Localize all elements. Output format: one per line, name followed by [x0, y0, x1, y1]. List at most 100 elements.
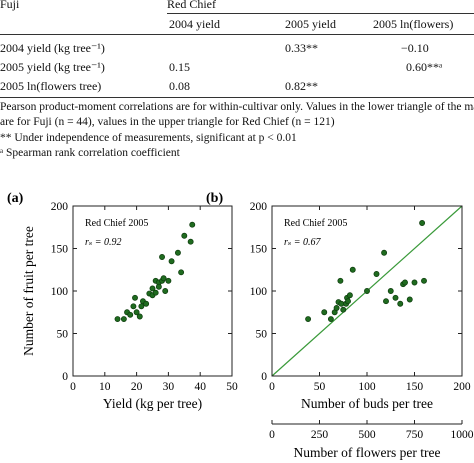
panel-b-annotation: Red Chief 2005: [284, 218, 347, 229]
table-cell: 0.82**: [285, 79, 318, 93]
table-cell: −0.10: [401, 41, 429, 55]
row-label: 2005 yield (kg tree⁻¹): [0, 60, 105, 74]
panel-b-ytick-label: 200: [250, 201, 268, 213]
panel-a-ytick-label: 150: [51, 244, 69, 256]
panel-b-data-point: [419, 220, 426, 226]
panel-a-data-point: [143, 300, 150, 307]
panel-b-data-point: [387, 288, 394, 294]
table-cell: 0.60**ᵃ: [406, 60, 443, 74]
panel-b-data-point: [333, 305, 340, 311]
panel-a-data-point: [165, 277, 172, 284]
table-left-group-label: Fuji: [0, 0, 20, 11]
panel-b-ytick-label: 50: [256, 329, 268, 341]
panel-b-data-point: [337, 277, 344, 284]
row-label: 2004 yield (kg tree⁻¹): [0, 41, 105, 55]
panel-b-xtick-label: 150: [406, 381, 424, 393]
panel-a-ylabel: Number of fruit per tree: [21, 226, 36, 356]
column-header: 2005 yield: [285, 17, 336, 31]
panel-b-ytick-label: 100: [250, 286, 268, 298]
panel-b-data-point: [364, 288, 370, 294]
panel-a-ytick-label: 200: [51, 201, 69, 213]
panel-b-ytick-label: 0: [261, 371, 267, 383]
panel-a-data-point: [162, 288, 169, 294]
panel-b-x2tick-label: 750: [406, 429, 424, 441]
panel-b-data-point: [349, 266, 356, 273]
panel-a-data-point: [189, 221, 196, 228]
panel-b-data-point: [373, 271, 380, 277]
panel-a-xtick-label: 30: [163, 381, 175, 393]
table-cell: 0.33**: [285, 41, 318, 55]
column-header: 2005 ln(flowers): [373, 17, 454, 31]
panel-b-x2label: Number of flowers per tree: [294, 445, 441, 460]
panel-a-ytick-label: 100: [51, 286, 69, 298]
panel-b-x2tick-label: 250: [311, 429, 329, 441]
panel-b-label: (b): [206, 191, 223, 206]
panel-a-data-point: [138, 303, 145, 310]
table-note: ᵃ Spearman rank correlation coefficient: [0, 147, 180, 159]
panel-b-data-point: [411, 279, 418, 286]
panel-b-x2tick-label: 1000: [451, 429, 474, 441]
panel-b-xtick-label: 100: [358, 381, 376, 393]
panel-b-data-point: [381, 249, 388, 256]
table-note: are for Fuji (n = 44), values in the upp…: [0, 116, 335, 128]
panel-a-annotation: Red Chief 2005: [85, 218, 148, 229]
panel-b-x2tick-label: 0: [269, 429, 275, 441]
panel-a-data-point: [149, 285, 156, 292]
table-right-group-label: Red Chief: [167, 0, 216, 11]
panel-a-xtick-label: 10: [99, 381, 111, 393]
panel-a-data-point: [127, 311, 134, 318]
panel-b-ytick-label: 150: [250, 244, 268, 256]
panel-b-data-point: [305, 316, 312, 322]
panel-a-data-point: [136, 313, 143, 320]
column-header: 2004 yield: [169, 17, 220, 31]
row-label: 2005 ln(flowers tree): [0, 79, 102, 93]
panel-a-data-point: [155, 283, 162, 290]
panel-b-data-point: [340, 306, 347, 313]
panel-a-ytick-label: 50: [57, 329, 69, 341]
panel-a-data-point: [187, 238, 194, 245]
table-cell: 0.08: [169, 79, 190, 93]
panel-a-stat: rₛ = 0.92: [85, 237, 122, 248]
panel-b-data-point: [406, 296, 413, 303]
panel-b-xlabel: Number of buds per tree: [301, 396, 433, 411]
panel-a-xtick-label: 20: [131, 381, 143, 393]
panel-b-data-point: [392, 294, 399, 301]
panel-a-data-point: [133, 309, 140, 316]
panel-a-xtick-label: 50: [226, 381, 238, 393]
panel-a-data-point: [174, 249, 181, 256]
header-rule: [0, 34, 474, 35]
panel-b-xtick-label: 50: [314, 381, 326, 393]
panel-a-data-point: [181, 232, 188, 239]
panel-a-data-point: [120, 316, 127, 322]
panel-b-stat: rₛ = 0.67: [284, 237, 322, 248]
panel-b-data-point: [383, 298, 389, 305]
panel-b-data-point: [321, 309, 328, 316]
panel-b-x2tick-label: 500: [358, 429, 376, 441]
panel-b-data-point: [345, 298, 351, 305]
table-note: ** Under independence of measurements, s…: [0, 132, 297, 144]
table-cell: 0.15: [169, 60, 190, 74]
panel-b-data-point: [397, 300, 404, 307]
panel-b-data-point: [346, 292, 353, 299]
panel-a-data-point: [132, 294, 138, 301]
panel-b-data-point: [327, 316, 334, 322]
bottom-rule: [0, 97, 474, 98]
panel-a-data-point: [152, 289, 159, 296]
panel-a-xtick-label: 40: [194, 381, 206, 393]
figure-panels: (a) 0 50 100 150 200 0 10 20 30 40 50 Red Chief 2005…: [7, 191, 474, 460]
panel-b-xtick-label: 200: [453, 381, 471, 393]
panel-a-xlabel: Yield (kg per tree): [103, 396, 202, 411]
panel-b-data-point: [402, 279, 408, 286]
panel-a-data-point: [168, 258, 175, 265]
panel-b-data-point: [421, 277, 427, 284]
panel-a-ytick-label: 0: [62, 371, 68, 383]
panel-a-data-point: [114, 316, 121, 322]
panel-a-data-point: [160, 275, 167, 282]
panel-a-data-point: [178, 269, 185, 276]
panel-a-xtick-label: 0: [70, 381, 76, 393]
panel-a-data-point: [130, 303, 137, 310]
group-rule: [167, 13, 474, 14]
panel-b-xtick-label: 0: [269, 381, 275, 393]
panel-a-label: (a): [7, 191, 24, 206]
panel-a-data-point: [159, 254, 165, 260]
